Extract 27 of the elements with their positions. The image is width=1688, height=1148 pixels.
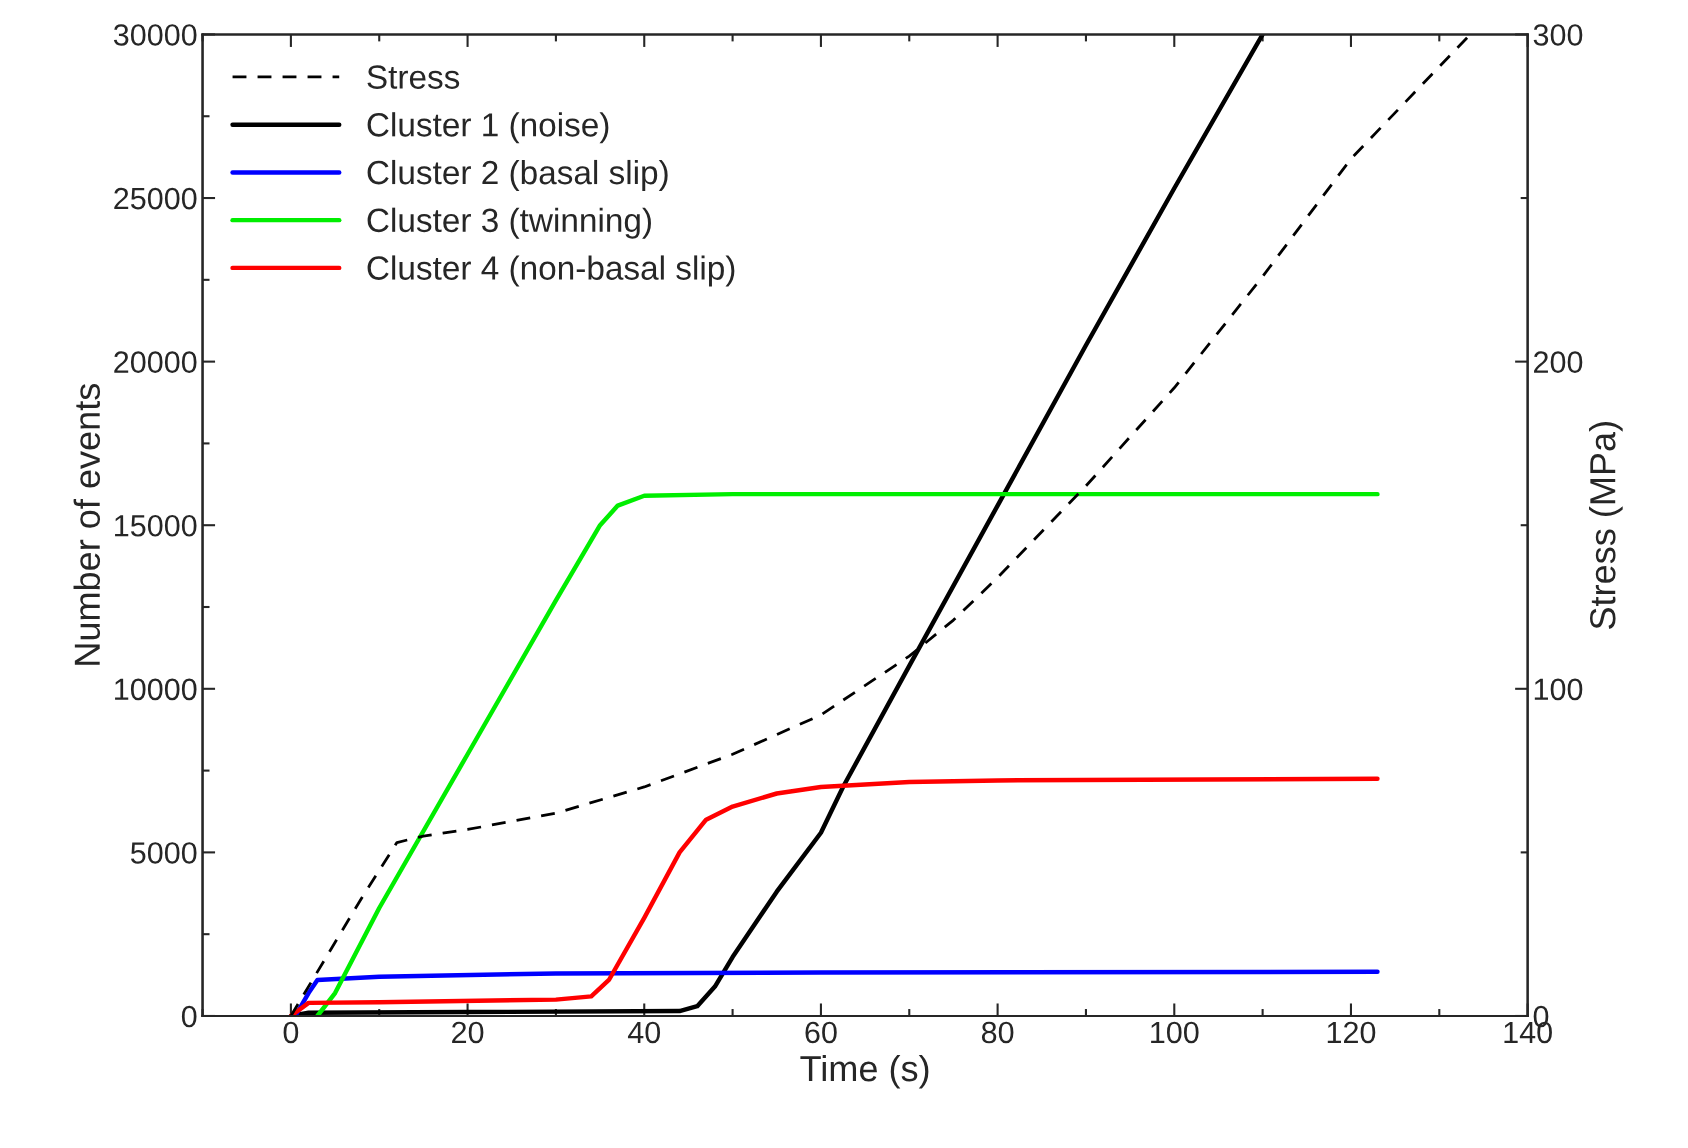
x-tick-label: 20 — [452, 1021, 484, 1044]
legend-label: Cluster 3 (twinning) — [367, 207, 651, 239]
y-tick-label: 0 — [181, 1005, 197, 1028]
y2-tick-label: 300 — [1533, 24, 1583, 46]
y-tick-label: 15000 — [115, 514, 197, 537]
x-tick-label: 60 — [805, 1021, 837, 1044]
x-tick-label: 0 — [283, 1021, 299, 1044]
x-tick-label: 80 — [981, 1021, 1014, 1044]
line-series — [315, 491, 1380, 1016]
x-tick-label: 40 — [627, 1021, 661, 1044]
x-tick-label: 100 — [1151, 1021, 1199, 1044]
legend-label: Cluster 4 (non-basal slip) — [367, 255, 735, 287]
y-tick-label: 30000 — [113, 24, 197, 46]
line-series — [288, 776, 1380, 1016]
y-tick-label: 10000 — [115, 678, 197, 701]
x-axis-title: Time (s) — [800, 1054, 929, 1089]
legend-label: Stress — [367, 65, 460, 89]
x-tick-label: 120 — [1327, 1021, 1376, 1044]
y-axis-title: Number of events — [73, 384, 101, 665]
y2-tick-label: 200 — [1534, 351, 1583, 373]
legend-label: Cluster 2 (basal slip) — [367, 159, 668, 191]
y2-axis-title: Stress (MPa) — [1589, 422, 1623, 629]
y-tick-label: 5000 — [130, 842, 197, 864]
y-tick-label: 25000 — [114, 187, 197, 210]
y-tick-label: 20000 — [114, 351, 197, 373]
y2-tick-label: 100 — [1534, 678, 1583, 701]
legend-label: Cluster 1 (noise) — [367, 112, 609, 144]
